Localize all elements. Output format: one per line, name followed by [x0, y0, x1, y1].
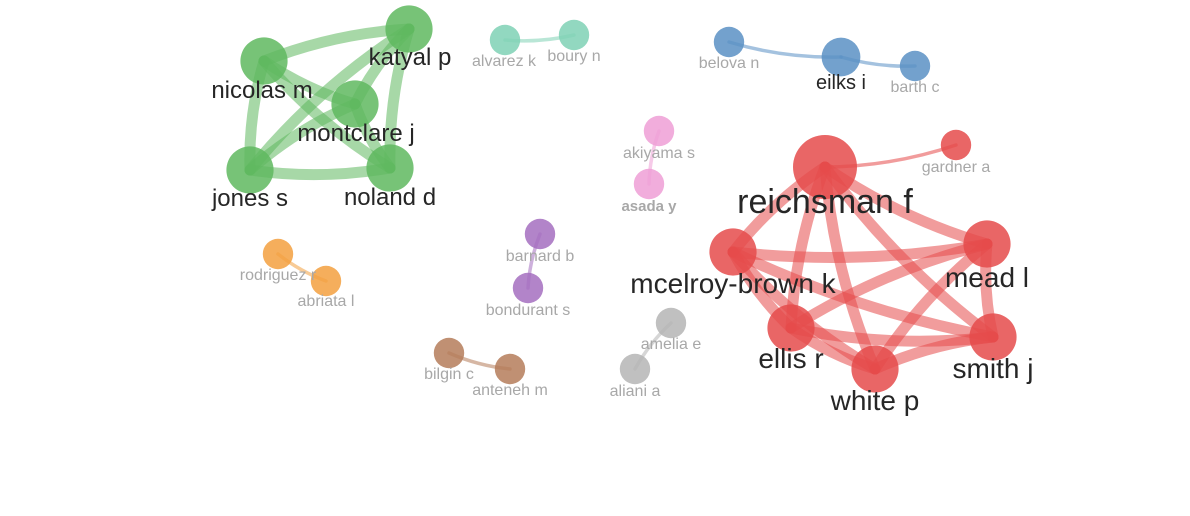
- node-reichsman[interactable]: [793, 135, 857, 199]
- node-ellis[interactable]: [767, 304, 815, 352]
- label-eilks: eilks i: [816, 72, 866, 94]
- label-rodriguez: rodriguez r: [240, 267, 317, 284]
- node-aliani[interactable]: [619, 353, 651, 385]
- node-rodriguez[interactable]: [262, 238, 294, 270]
- node-abriata[interactable]: [310, 265, 342, 297]
- network-labels: katyal p nicolas m montclare j jones s nolan…: [211, 44, 1033, 416]
- label-noland: noland d: [344, 184, 436, 211]
- label-smith: smith j: [953, 353, 1034, 384]
- label-reichsman: reichsman f: [737, 183, 913, 221]
- node-barth[interactable]: [899, 50, 931, 82]
- label-barth: barth c: [891, 79, 940, 96]
- node-bilgin[interactable]: [433, 337, 465, 369]
- node-eilks[interactable]: [821, 37, 861, 77]
- network-nodes: [226, 5, 1017, 393]
- label-gardner: gardner a: [922, 159, 991, 176]
- label-alvarez: alvarez k: [472, 53, 537, 70]
- label-mcelroy: mcelroy-brown k: [630, 268, 836, 299]
- label-abriata: abriata l: [298, 293, 355, 310]
- node-barnard[interactable]: [524, 218, 556, 250]
- label-bondurant: bondurant s: [486, 302, 571, 319]
- node-asada[interactable]: [633, 168, 665, 200]
- node-katyal[interactable]: [385, 5, 433, 53]
- label-montclare: montclare j: [297, 120, 414, 147]
- label-belova: belova n: [699, 55, 760, 72]
- node-anteneh[interactable]: [494, 353, 526, 385]
- node-gardner[interactable]: [940, 129, 972, 161]
- node-white[interactable]: [851, 345, 899, 393]
- link-mcelroy-smith: [727, 246, 999, 343]
- node-smith[interactable]: [969, 313, 1017, 361]
- node-mcelroy[interactable]: [709, 228, 757, 276]
- node-jones[interactable]: [226, 146, 274, 194]
- label-jones: jones s: [211, 185, 288, 212]
- label-aliani: aliani a: [610, 383, 661, 400]
- label-bilgin: bilgin c: [424, 366, 474, 383]
- label-boury: boury n: [547, 48, 600, 65]
- label-mead: mead l: [945, 262, 1029, 293]
- label-akiyama: akiyama s: [623, 145, 695, 162]
- label-katyal: katyal p: [369, 44, 452, 71]
- node-alvarez[interactable]: [489, 24, 521, 56]
- label-white: white p: [830, 385, 920, 416]
- node-nicolas[interactable]: [240, 37, 288, 85]
- label-amelia: amelia e: [641, 336, 702, 353]
- node-amelia[interactable]: [655, 307, 687, 339]
- label-ellis: ellis r: [758, 343, 823, 374]
- node-akiyama[interactable]: [643, 115, 675, 147]
- node-mead[interactable]: [963, 220, 1011, 268]
- label-anteneh: anteneh m: [472, 382, 548, 399]
- node-montclare[interactable]: [331, 80, 379, 128]
- node-bondurant[interactable]: [512, 272, 544, 304]
- label-asada: asada y: [621, 198, 677, 215]
- label-nicolas: nicolas m: [211, 77, 312, 104]
- label-barnard: barnard b: [506, 248, 575, 265]
- node-noland[interactable]: [366, 144, 414, 192]
- node-boury[interactable]: [558, 19, 590, 51]
- node-belova[interactable]: [713, 26, 745, 58]
- link-mead-ellis: [785, 238, 993, 334]
